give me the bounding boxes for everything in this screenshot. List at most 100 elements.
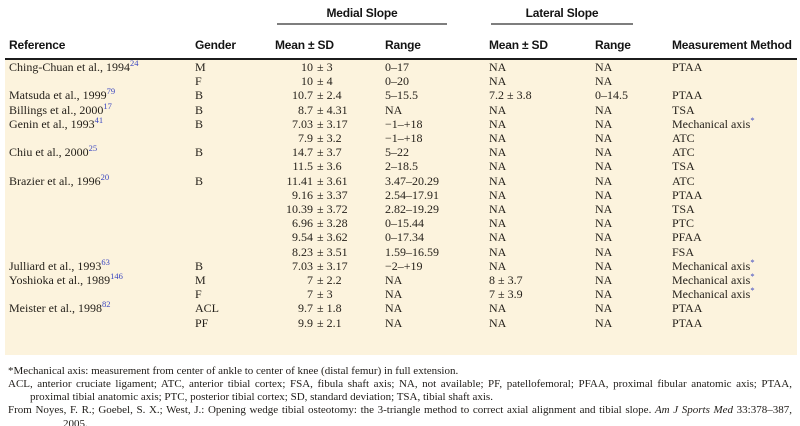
reference-cell xyxy=(5,131,195,145)
method-text: PTAA xyxy=(672,301,703,316)
medial-mean-value: 9.9 xyxy=(298,315,313,330)
medial-sd-value: ± 4.31 xyxy=(317,102,348,117)
method-cell: ATC xyxy=(672,145,797,159)
method-asterisk: * xyxy=(750,271,755,282)
citation-link[interactable]: 24 xyxy=(129,58,139,68)
method-text: Mechanical axis xyxy=(672,116,751,131)
method-text: PTAA xyxy=(672,60,703,74)
method-text: FSA xyxy=(672,244,695,259)
reference-cell xyxy=(5,216,195,230)
column-header-row: Reference Gender Mean ± SD Range Mean ± … xyxy=(5,25,797,60)
gender-cell: PF xyxy=(195,315,209,330)
reference-cell: Billings et al., 200017 xyxy=(5,100,195,117)
medial-range-cell: 0–15.44 xyxy=(385,216,424,231)
medial-mean-value: 7 xyxy=(307,273,313,288)
method-cell: TSA xyxy=(672,103,797,117)
spanner-spacer xyxy=(5,0,195,25)
method-text: ATC xyxy=(672,131,695,146)
journal-name: Am J Sports Med xyxy=(654,404,734,417)
citation-link[interactable]: 41 xyxy=(94,114,104,125)
spanner-spacer xyxy=(195,0,275,25)
gender-cell: B xyxy=(195,116,204,131)
medial-mean-value: 9.7 xyxy=(298,301,313,316)
reference-text: Billings et al., 2000 xyxy=(9,102,104,117)
citation-link[interactable]: 146 xyxy=(110,271,123,282)
method-cell: Mechanical axis* xyxy=(672,271,797,287)
method-cell xyxy=(672,74,797,88)
reference-cell xyxy=(5,245,195,259)
method-cell: PTC xyxy=(672,216,797,230)
medial-sd-value: ± 3.7 xyxy=(317,145,342,160)
lateral-mean-cell: NA xyxy=(489,102,507,117)
lateral-range-cell: NA xyxy=(595,244,613,259)
reference-cell xyxy=(5,230,195,244)
citation-link[interactable]: 63 xyxy=(101,256,110,267)
medial-range-cell: 2.54–17.91 xyxy=(385,187,439,202)
medial-range-cell: NA xyxy=(385,287,403,302)
citation-text: From Noyes, F. R.; Goebel, S. X.; West, … xyxy=(8,404,655,417)
citation-link[interactable]: 25 xyxy=(88,143,98,154)
medial-range-cell: NA xyxy=(385,102,403,117)
table-row: Meister et al., 199882 ACL 9.7 ± 1.8 NA NA NA P… xyxy=(5,299,797,316)
medial-mean-cell: 7.9 ± 3.2 xyxy=(275,131,385,145)
gender-cell: B xyxy=(195,145,204,160)
method-cell: PFAA xyxy=(672,230,797,244)
medial-mean-value: 6.96 xyxy=(292,216,313,231)
medial-mean-cell: 9.9 ± 2.1 xyxy=(275,316,385,330)
medial-range-cell: 0–17 xyxy=(385,60,409,74)
reference-cell xyxy=(5,316,195,330)
medial-mean-cell: 11.41 ± 3.61 xyxy=(275,174,385,188)
lateral-mean-cell: NA xyxy=(489,145,507,160)
gender-cell xyxy=(195,202,275,216)
method-asterisk: * xyxy=(750,285,755,296)
citation-link[interactable]: 20 xyxy=(100,171,110,182)
lateral-mean-cell: NA xyxy=(489,131,507,146)
lateral-mean-cell: NA xyxy=(489,230,507,245)
medial-range-cell: −2–+19 xyxy=(385,258,423,273)
table-bottom-padding xyxy=(5,329,797,355)
method-cell: Mechanical axis* xyxy=(672,256,797,273)
lateral-range-cell: NA xyxy=(595,301,613,316)
reference-cell: Julliard et al., 199363 xyxy=(5,256,195,273)
lateral-mean-cell: NA xyxy=(489,216,507,231)
table-row: Ching-Chuan et al., 199424 M 10 ± 3 0–17 NA NA… xyxy=(5,59,797,75)
medial-sd-value: ± 3.6 xyxy=(317,159,342,174)
table-row: 10.39 ± 3.72 2.82–19.29 NA NA TSA xyxy=(5,202,797,217)
gender-cell: B xyxy=(195,173,204,188)
gender-cell xyxy=(195,159,275,173)
citation-link[interactable]: 79 xyxy=(106,86,116,97)
column-header-gender: Gender xyxy=(195,25,275,60)
lateral-range-cell: 0–14.5 xyxy=(595,88,628,103)
citation-link[interactable]: 82 xyxy=(101,299,111,310)
medial-mean-value: 11.5 xyxy=(292,159,313,174)
method-cell: PTAA xyxy=(672,59,797,74)
method-cell: Mechanical axis* xyxy=(672,285,797,301)
medial-slope-group-header: Medial Slope xyxy=(275,0,489,25)
lateral-mean-cell: NA xyxy=(489,244,507,259)
lateral-range-cell: NA xyxy=(595,131,613,146)
medial-mean-value: 7.9 xyxy=(298,131,313,146)
medial-sd-value: ± 3.61 xyxy=(317,173,348,188)
reference-cell xyxy=(5,188,195,202)
table-row: Chiu et al., 200025 B 14.7 ± 3.7 5–22 NA NA ATC xyxy=(5,143,797,160)
lateral-range-cell: NA xyxy=(595,145,613,160)
gender-cell: F xyxy=(195,287,202,302)
reference-cell: Matsuda et al., 199979 xyxy=(5,86,195,102)
medial-mean-cell: 7 ± 3 xyxy=(275,287,385,301)
lateral-range-cell: NA xyxy=(595,74,613,89)
medial-sd-value: ± 3 xyxy=(317,60,333,74)
medial-mean-cell: 11.5 ± 3.6 xyxy=(275,159,385,173)
citation-link[interactable]: 17 xyxy=(103,100,112,111)
medial-mean-value: 7.03 xyxy=(292,258,313,273)
reference-cell: Ching-Chuan et al., 199424 xyxy=(5,59,195,74)
gender-cell xyxy=(195,216,275,230)
medial-sd-value: ± 2.1 xyxy=(317,315,342,330)
method-cell: ATC xyxy=(672,131,797,145)
medial-mean-cell: 9.16 ± 3.37 xyxy=(275,188,385,202)
method-text: Mechanical axis xyxy=(672,258,751,273)
medial-mean-cell: 14.7 ± 3.7 xyxy=(275,145,385,159)
method-asterisk: * xyxy=(750,256,755,267)
medial-mean-value: 11.41 xyxy=(286,173,313,188)
medial-sd-value: ± 2.2 xyxy=(317,273,342,288)
table-row: Yoshioka et al., 1989146 M 7 ± 2.2 NA 8 ± 3.7… xyxy=(5,271,797,288)
